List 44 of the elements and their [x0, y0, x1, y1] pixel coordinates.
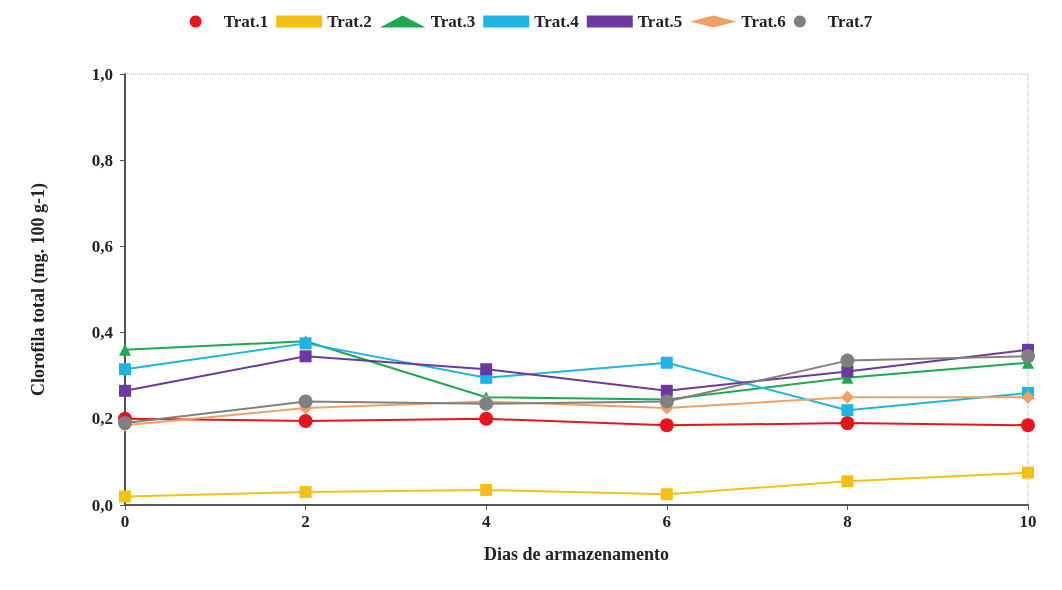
- y-axis-title: Clorofila total (mg. 100 g-1): [28, 182, 49, 397]
- point: [1021, 349, 1035, 364]
- y-tick-label: 0,8: [91, 150, 113, 170]
- point: [119, 363, 131, 376]
- x-tick-label: 10: [1019, 512, 1037, 531]
- x-tick-label: 4: [481, 512, 491, 531]
- point: [119, 490, 131, 503]
- point: [1022, 466, 1034, 479]
- y-tick-label: 1,0: [91, 64, 113, 84]
- point: [299, 486, 312, 499]
- y-tick-label: 0,4: [91, 323, 114, 343]
- point: [298, 394, 313, 409]
- y-tick-label: 0,0: [91, 495, 113, 515]
- legend-label: Trat.6: [741, 12, 786, 31]
- point: [480, 363, 493, 376]
- point: [660, 356, 673, 369]
- x-axis-title: Dias de armazenamento: [484, 544, 669, 564]
- x-tick-label: 0: [120, 512, 130, 531]
- point: [299, 350, 312, 363]
- legend-label: Trat.5: [637, 12, 683, 31]
- legend-label: Trat.7: [827, 12, 873, 31]
- point: [119, 343, 131, 356]
- legend-label: Trat.1: [223, 12, 269, 31]
- point: [841, 475, 854, 488]
- legend-label: Trat.3: [430, 12, 476, 31]
- point: [479, 411, 494, 426]
- point: [1021, 418, 1035, 433]
- legend-label: Trat.2: [327, 12, 372, 31]
- point: [659, 418, 674, 433]
- point: [119, 384, 131, 397]
- point: [660, 488, 673, 501]
- y-tick-label: 0,6: [91, 236, 113, 256]
- point: [1021, 390, 1035, 404]
- x-tick-label: 8: [843, 512, 852, 531]
- legend-label: Trat.4: [534, 12, 580, 31]
- y-tick-label: 0,2: [91, 409, 113, 429]
- x-tick-label: 2: [301, 512, 310, 531]
- point: [480, 483, 493, 496]
- point: [840, 353, 855, 368]
- x-tick-label: 6: [662, 512, 672, 531]
- point: [298, 413, 313, 428]
- point: [841, 404, 854, 417]
- point: [840, 390, 854, 404]
- point: [840, 416, 855, 431]
